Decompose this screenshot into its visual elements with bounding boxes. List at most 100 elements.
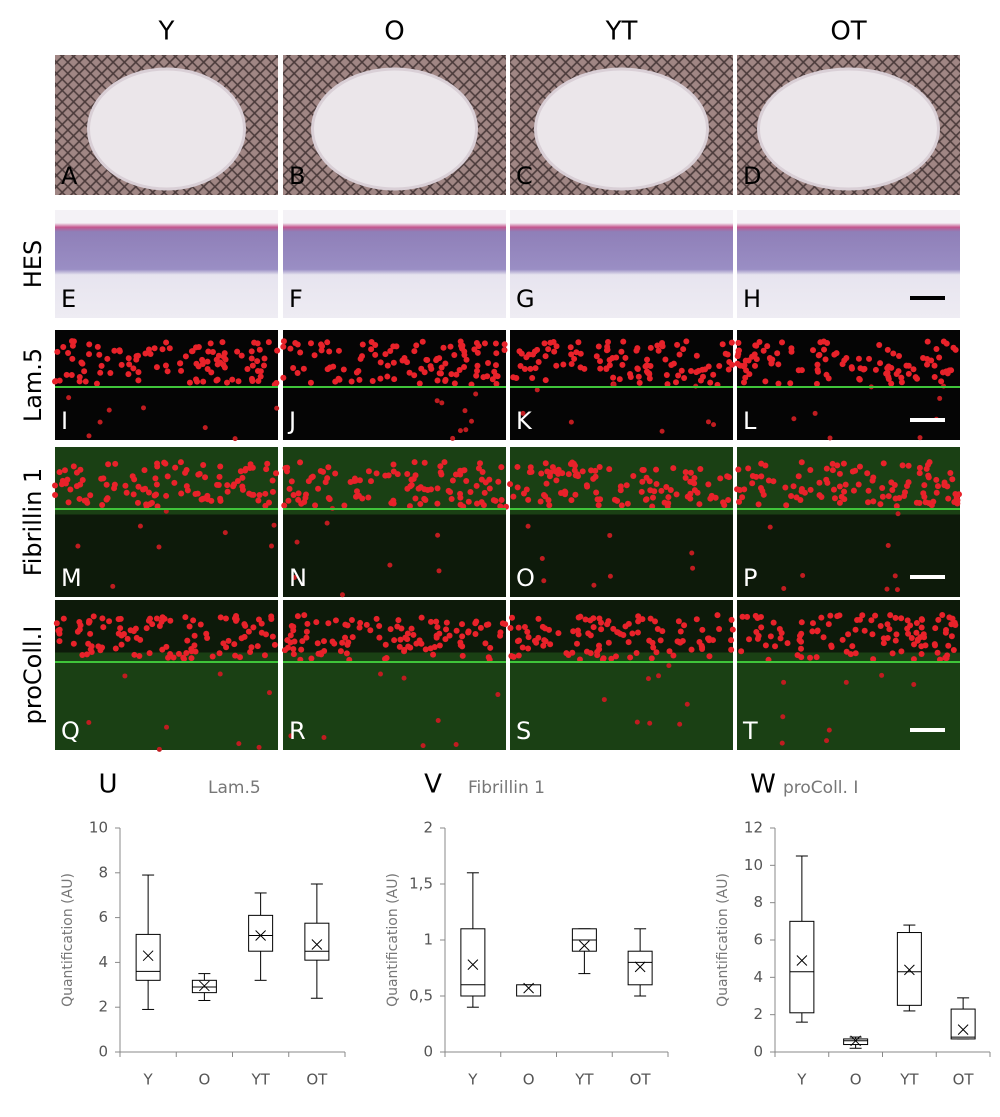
nucleus: [239, 483, 246, 490]
nucleus: [86, 719, 92, 725]
nucleus: [434, 398, 440, 404]
photo-panel: Q: [53, 600, 278, 752]
nucleus: [427, 645, 434, 652]
nucleus: [209, 653, 216, 660]
nucleus: [601, 697, 607, 703]
nucleus: [248, 355, 255, 362]
nucleus: [162, 460, 169, 467]
nucleus: [171, 479, 178, 486]
nucleus: [553, 477, 560, 484]
nucleus: [219, 339, 226, 346]
nucleus: [894, 587, 900, 593]
nucleus: [931, 362, 938, 369]
nucleus: [87, 630, 94, 637]
nucleus: [745, 465, 752, 472]
nucleus: [647, 720, 653, 726]
mean-marker: [467, 959, 479, 970]
nucleus: [216, 650, 223, 657]
nucleus: [321, 735, 327, 741]
nucleus: [571, 355, 578, 362]
panel-letter: O: [516, 564, 535, 592]
panel-letter: M: [61, 564, 82, 592]
y-tick-label: 2: [98, 998, 108, 1016]
nucleus: [514, 484, 521, 491]
nucleus: [736, 347, 743, 354]
nucleus: [153, 481, 160, 488]
nucleus: [534, 387, 540, 393]
nucleus: [607, 532, 613, 538]
nucleus: [136, 653, 143, 660]
nucleus: [412, 472, 419, 479]
mean-marker: [199, 980, 210, 992]
nucleus: [70, 338, 77, 345]
panel-letter: V: [424, 770, 442, 800]
nucleus: [684, 701, 690, 707]
nucleus: [934, 649, 941, 656]
nucleus: [54, 348, 61, 355]
nucleus: [434, 624, 441, 631]
nucleus: [377, 375, 384, 382]
nucleus: [627, 374, 634, 381]
y-tick-label: 10: [744, 856, 763, 874]
nucleus: [649, 494, 656, 501]
nucleus: [195, 471, 202, 478]
nucleus: [948, 633, 955, 640]
nucleus: [416, 380, 423, 387]
nucleus: [65, 350, 72, 357]
nucleus: [456, 367, 463, 374]
nucleus: [734, 353, 741, 360]
nucleus: [88, 648, 95, 655]
nucleus: [441, 459, 448, 466]
nucleus: [164, 724, 170, 730]
nucleus: [707, 495, 714, 502]
nucleus: [319, 343, 326, 350]
x-tick-label: O: [198, 1071, 210, 1089]
nucleus: [547, 641, 554, 648]
nucleus: [501, 341, 508, 348]
nucleus: [290, 623, 297, 630]
nucleus: [410, 631, 417, 638]
y-tick-label: 12: [744, 819, 763, 837]
nucleus: [256, 346, 263, 353]
nucleus: [356, 624, 363, 631]
nucleus: [268, 543, 274, 549]
nucleus: [324, 366, 331, 373]
nucleus: [299, 638, 306, 645]
nucleus: [739, 494, 746, 501]
nucleus: [297, 459, 304, 466]
nucleus: [688, 646, 695, 653]
photo-panel: F: [283, 210, 506, 318]
nucleus: [97, 419, 103, 425]
nucleus: [385, 472, 392, 479]
nucleus: [463, 477, 470, 484]
nucleus: [606, 466, 613, 473]
nucleus: [662, 356, 669, 363]
nucleus: [248, 644, 255, 651]
y-tick-label: 0: [98, 1043, 108, 1061]
panel-letter: I: [61, 407, 68, 435]
nucleus: [565, 471, 572, 478]
nucleus: [307, 340, 314, 347]
nucleus: [625, 639, 632, 646]
chart-title: Lam.5: [208, 778, 261, 798]
nucleus: [256, 491, 263, 498]
nucleus: [99, 615, 106, 622]
nucleus: [116, 348, 123, 355]
nucleus: [175, 650, 182, 657]
nucleus: [815, 352, 822, 359]
nucleus: [76, 374, 83, 381]
nucleus: [106, 618, 113, 625]
nucleus: [895, 368, 902, 375]
nucleus: [620, 631, 627, 638]
nucleus: [271, 641, 278, 648]
nucleus: [451, 380, 458, 387]
nucleus: [775, 380, 782, 387]
nucleus: [363, 621, 370, 628]
nucleus: [220, 640, 227, 647]
nucleus: [202, 425, 208, 431]
nucleus: [295, 490, 302, 497]
nucleus: [283, 468, 290, 475]
nucleus: [457, 490, 464, 497]
nucleus: [100, 475, 107, 482]
nucleus: [753, 356, 760, 363]
